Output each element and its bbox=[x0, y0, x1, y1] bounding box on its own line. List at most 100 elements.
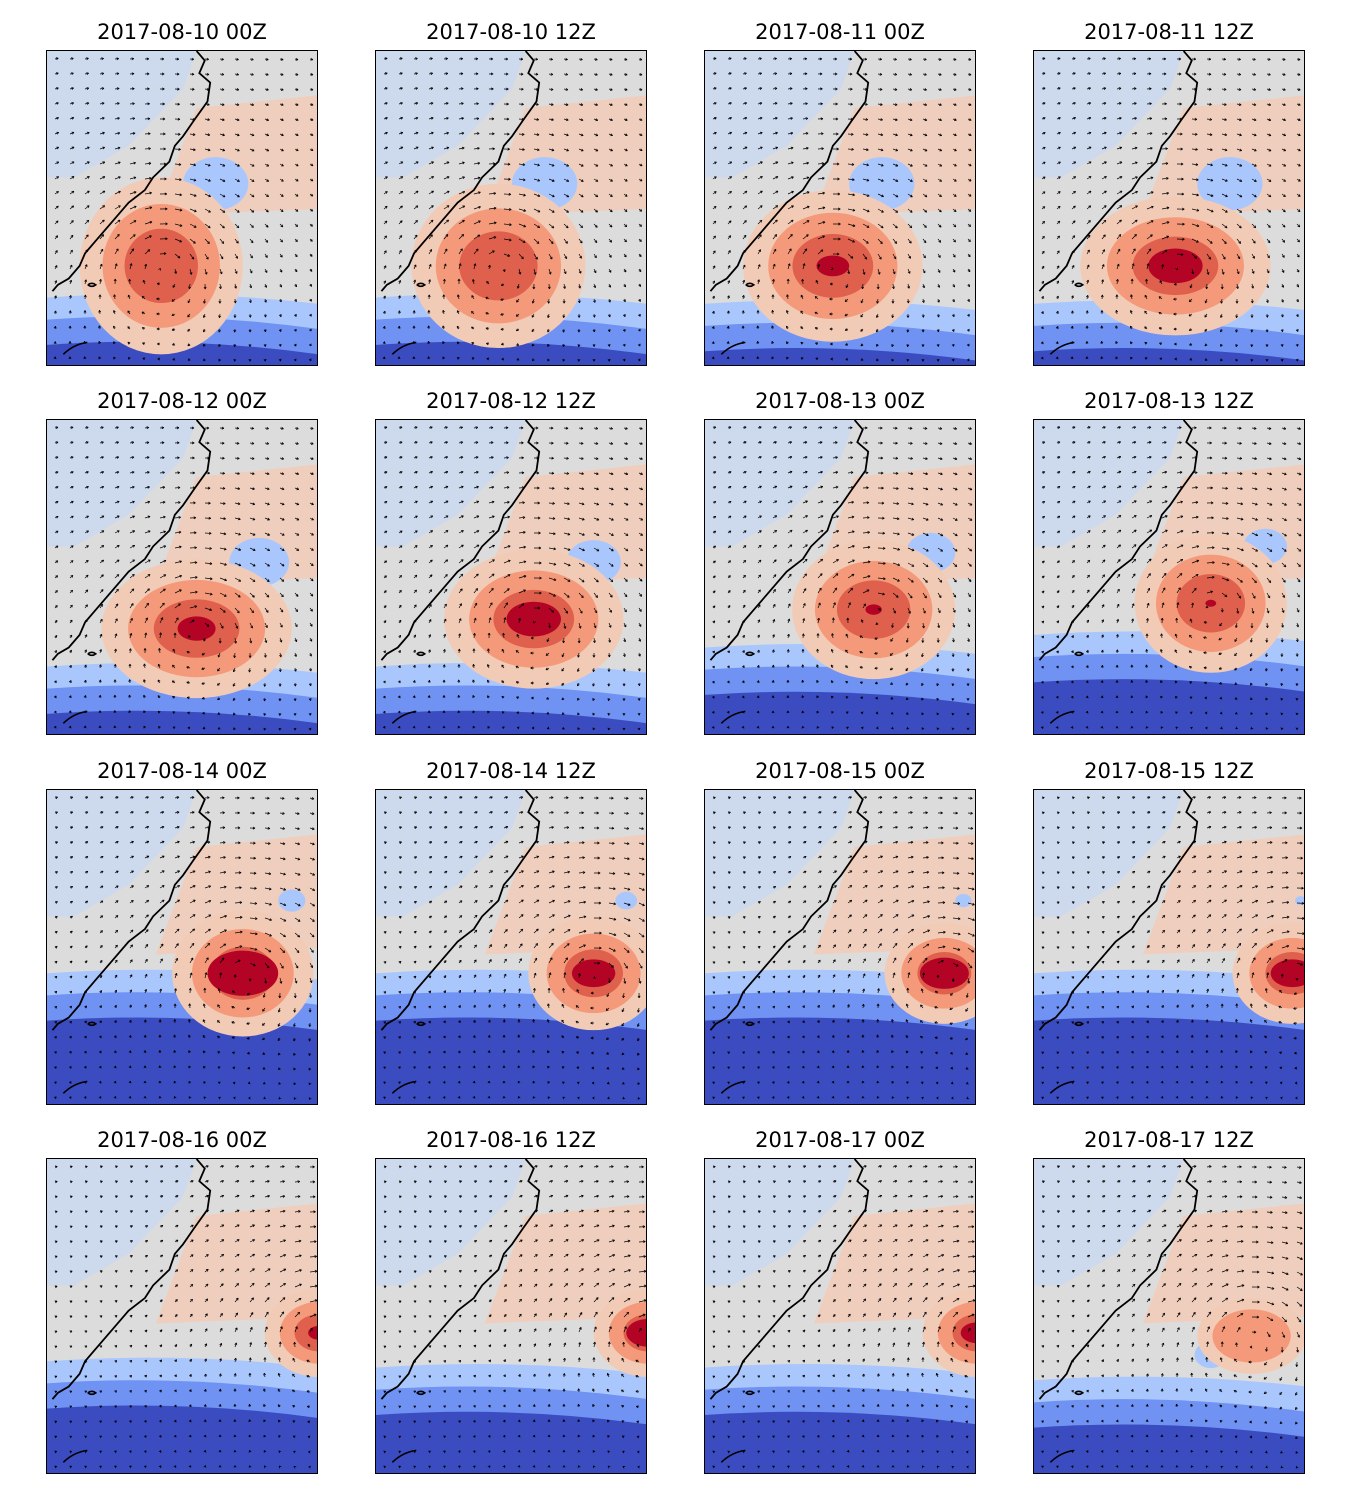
islands bbox=[391, 1021, 427, 1094]
cold-band-core bbox=[47, 1017, 317, 1104]
wind-vectors bbox=[711, 57, 972, 362]
coastline bbox=[1038, 1159, 1199, 1400]
map-panel: 2017-08-14 00Z bbox=[46, 757, 318, 1105]
wind-vectors bbox=[1041, 796, 1304, 1100]
panel-title: 2017-08-17 00Z bbox=[755, 1128, 925, 1152]
wind-vectors bbox=[53, 426, 314, 731]
panel-title: 2017-08-14 00Z bbox=[97, 759, 267, 783]
islands bbox=[720, 1390, 756, 1463]
wind-vectors bbox=[54, 1165, 317, 1469]
cool-land-region bbox=[376, 1159, 526, 1286]
panel-title: 2017-08-16 00Z bbox=[97, 1128, 267, 1152]
cold-band-core bbox=[376, 1411, 646, 1473]
wind-vectors bbox=[711, 426, 973, 731]
warm-anomaly-mid bbox=[1212, 1309, 1291, 1363]
cold-vortex bbox=[955, 893, 972, 908]
warm-anomaly-inner bbox=[294, 1314, 317, 1352]
panel-title: 2017-08-15 12Z bbox=[1084, 759, 1254, 783]
cold-band-core bbox=[376, 1017, 646, 1104]
islands bbox=[391, 651, 427, 724]
coastline bbox=[380, 1159, 541, 1400]
map-panel: 2017-08-11 00Z bbox=[704, 18, 976, 366]
warm-ocean-region bbox=[1142, 95, 1304, 216]
field-map bbox=[47, 420, 317, 734]
map-frame bbox=[375, 419, 647, 735]
cold-band-core bbox=[705, 691, 975, 734]
panel-title: 2017-08-11 00Z bbox=[755, 20, 925, 44]
warm-ocean-region bbox=[1142, 1203, 1304, 1324]
wind-vectors bbox=[1040, 426, 1302, 730]
map-panel: 2017-08-10 00Z bbox=[46, 18, 318, 366]
warm-ocean-region bbox=[813, 1203, 975, 1324]
islands bbox=[391, 1390, 427, 1463]
wind-vectors bbox=[1041, 1165, 1303, 1469]
map-panel: 2017-08-11 12Z bbox=[1033, 18, 1305, 366]
cool-land-region bbox=[376, 420, 526, 547]
cold-vortex bbox=[615, 891, 638, 910]
wind-vectors bbox=[383, 796, 645, 1100]
field-map bbox=[1034, 790, 1304, 1104]
cool-land-region bbox=[376, 790, 526, 917]
map-frame bbox=[1033, 789, 1305, 1105]
islands bbox=[62, 282, 98, 355]
panel-title: 2017-08-12 00Z bbox=[97, 389, 267, 413]
coastline bbox=[51, 790, 212, 1031]
cool-land-region bbox=[47, 790, 197, 917]
field-map bbox=[376, 790, 646, 1104]
field-map bbox=[1034, 1159, 1304, 1473]
map-panel: 2017-08-17 12Z bbox=[1033, 1126, 1305, 1474]
field-map bbox=[705, 420, 975, 734]
map-frame bbox=[704, 419, 976, 735]
warm-anomaly-core bbox=[1205, 599, 1217, 607]
warm-anomaly-core bbox=[816, 255, 850, 277]
cold-band-core bbox=[1034, 679, 1304, 734]
map-panel: 2017-08-12 00Z bbox=[46, 387, 318, 735]
panel-title: 2017-08-10 12Z bbox=[426, 20, 596, 44]
warm-anomaly-core bbox=[626, 1318, 646, 1347]
islands bbox=[1049, 1390, 1085, 1463]
warm-anomaly-core bbox=[919, 957, 969, 989]
coastline bbox=[51, 1159, 212, 1400]
wind-vectors bbox=[382, 57, 643, 362]
map-panel: 2017-08-15 12Z bbox=[1033, 757, 1305, 1105]
islands bbox=[62, 1021, 98, 1094]
field-map bbox=[705, 790, 975, 1104]
warm-ocean-region bbox=[484, 1203, 646, 1324]
panel-title: 2017-08-13 00Z bbox=[755, 389, 925, 413]
cool-land-region bbox=[705, 420, 855, 547]
map-frame bbox=[46, 789, 318, 1105]
field-map bbox=[47, 1159, 317, 1473]
wind-vectors bbox=[1040, 57, 1301, 362]
coastline bbox=[1038, 420, 1199, 661]
wind-vectors bbox=[53, 57, 314, 362]
panel-title: 2017-08-10 00Z bbox=[97, 20, 267, 44]
islands bbox=[62, 1390, 98, 1463]
cool-land-region bbox=[1034, 1159, 1184, 1286]
coastline bbox=[380, 51, 541, 292]
cool-land-region bbox=[1034, 790, 1184, 917]
cold-vortex bbox=[1197, 157, 1263, 211]
warm-anomaly-core bbox=[177, 616, 216, 641]
islands bbox=[720, 651, 756, 724]
field-map bbox=[376, 420, 646, 734]
coastline bbox=[709, 51, 870, 292]
map-panel: 2017-08-14 12Z bbox=[375, 757, 647, 1105]
field-map bbox=[705, 1159, 975, 1473]
islands bbox=[1049, 651, 1085, 724]
panel-title: 2017-08-13 12Z bbox=[1084, 389, 1254, 413]
wind-vectors bbox=[383, 1165, 646, 1469]
panel-title: 2017-08-17 12Z bbox=[1084, 1128, 1254, 1152]
panel-title: 2017-08-15 00Z bbox=[755, 759, 925, 783]
warm-anomaly-core bbox=[571, 959, 616, 988]
warm-ocean-region bbox=[155, 1203, 317, 1324]
wind-vectors bbox=[382, 426, 644, 731]
map-frame bbox=[704, 789, 976, 1105]
islands bbox=[62, 651, 98, 724]
field-map bbox=[47, 51, 317, 365]
map-frame bbox=[1033, 50, 1305, 366]
wind-vectors bbox=[53, 796, 316, 1100]
cold-band-core bbox=[705, 1017, 975, 1104]
islands bbox=[391, 282, 427, 355]
warm-ocean-region bbox=[1142, 834, 1304, 955]
